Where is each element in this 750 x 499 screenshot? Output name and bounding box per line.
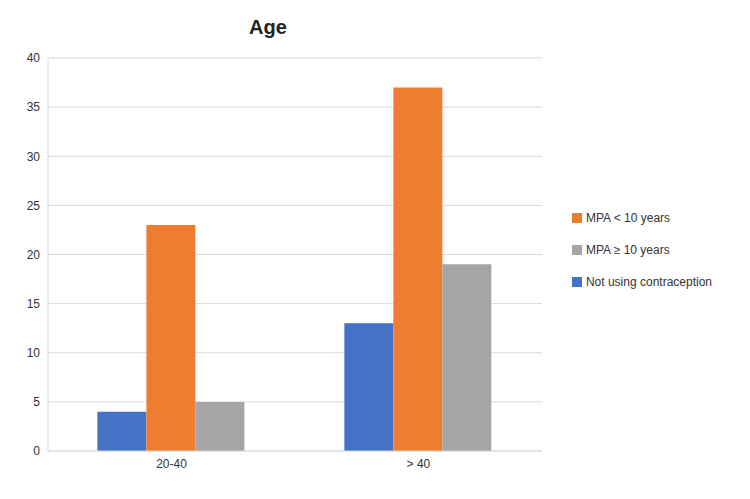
svg-text:5: 5 xyxy=(33,395,40,409)
svg-text:15: 15 xyxy=(27,297,41,311)
svg-text:40: 40 xyxy=(27,51,41,65)
svg-text:10: 10 xyxy=(27,346,41,360)
svg-text:35: 35 xyxy=(27,100,41,114)
svg-text:> 40: > 40 xyxy=(407,457,431,471)
svg-text:25: 25 xyxy=(27,199,41,213)
html-text:MPA < 10 years: MPA < 10 years xyxy=(585,210,671,225)
html-text:Not using contraception: Not using contraception xyxy=(585,274,712,289)
svg-text:20: 20 xyxy=(27,248,41,262)
svg-text:20-40: 20-40 xyxy=(156,457,187,471)
svg-text:30: 30 xyxy=(27,150,41,164)
html-text:Age: Age xyxy=(249,16,287,38)
svg-text:0: 0 xyxy=(33,444,40,458)
html-text:MPA ≥ 10 years: MPA ≥ 10 years xyxy=(585,242,670,257)
